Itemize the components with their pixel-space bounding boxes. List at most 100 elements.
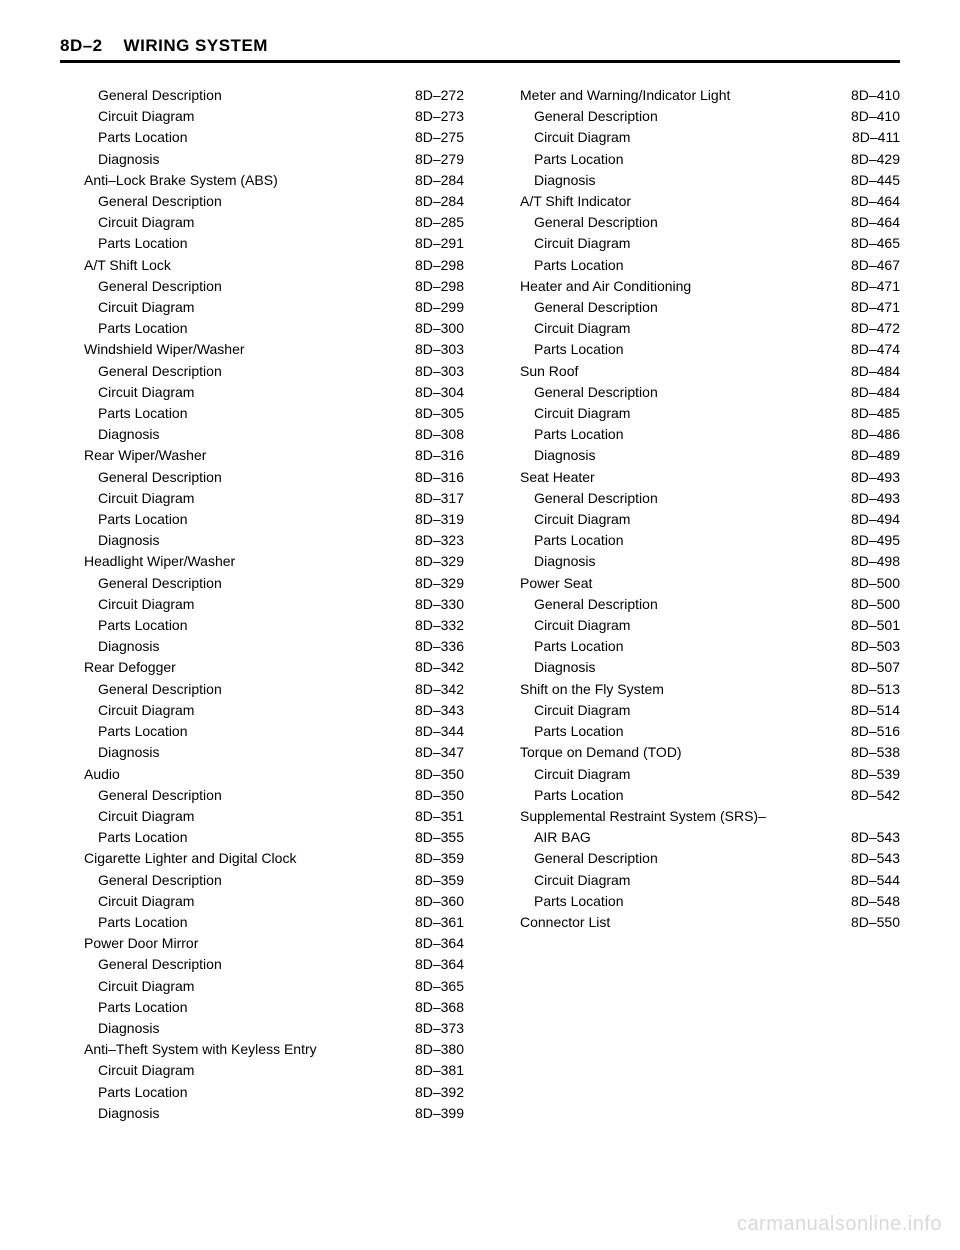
toc-page: 8D–399 xyxy=(400,1103,464,1124)
toc-label: Diagnosis xyxy=(98,636,159,657)
toc-label: Circuit Diagram xyxy=(98,594,194,615)
toc-label: Supplemental Restraint System (SRS)– xyxy=(520,806,766,827)
toc-label: Connector List xyxy=(520,912,610,933)
toc-row: Parts Location8D–361 xyxy=(60,912,464,933)
toc-row: General Description8D–272 xyxy=(60,85,464,106)
toc-page: 8D–336 xyxy=(400,636,464,657)
toc-label: Parts Location xyxy=(534,785,624,806)
toc-page: 8D–538 xyxy=(836,742,900,763)
toc-label: Parts Location xyxy=(98,127,188,148)
toc-page: 8D–355 xyxy=(400,827,464,848)
toc-row: Parts Location8D–486 xyxy=(496,424,900,445)
toc-page: 8D–364 xyxy=(400,954,464,975)
toc-page: 8D–471 xyxy=(836,276,900,297)
toc-label: Diagnosis xyxy=(98,530,159,551)
toc-row: Circuit Diagram 8D–465 xyxy=(496,233,900,254)
toc-label: Power Door Mirror xyxy=(84,933,198,954)
toc-page: 8D–542 xyxy=(836,785,900,806)
toc-page: 8D–514 xyxy=(836,700,900,721)
toc-label: General Description xyxy=(98,785,222,806)
toc-label: Circuit Diagram xyxy=(534,870,630,891)
toc-page: 8D–298 xyxy=(400,276,464,297)
toc-row: Circuit Diagram8D–304 xyxy=(60,382,464,403)
toc-page: 8D–273 xyxy=(400,106,464,127)
toc-page: 8D–392 xyxy=(400,1082,464,1103)
toc-label: Circuit Diagram xyxy=(534,233,630,254)
toc-row: Parts Location8D–495 xyxy=(496,530,900,551)
toc-page: 8D–474 xyxy=(836,339,900,360)
toc-row: General Description8D–410 xyxy=(496,106,900,127)
toc-row: General Description8D–342 xyxy=(60,679,464,700)
toc-row: Diagnosis8D–373 xyxy=(60,1018,464,1039)
toc-page: 8D–305 xyxy=(400,403,464,424)
toc-label: Parts Location xyxy=(98,403,188,424)
toc-label: Parts Location xyxy=(98,997,188,1018)
toc-page: 8D–543 xyxy=(836,848,900,869)
toc-row: Seat Heater8D–493 xyxy=(496,467,900,488)
toc-row: Heater and Air Conditioning 8D–471 xyxy=(496,276,900,297)
toc-label: General Description xyxy=(98,573,222,594)
toc-label: Torque on Demand (TOD) xyxy=(520,742,682,763)
toc-label: Rear Wiper/Washer xyxy=(84,445,206,466)
toc-page: 8D–291 xyxy=(400,233,464,254)
toc-label: General Description xyxy=(98,276,222,297)
toc-row: Parts Location8D–291 xyxy=(60,233,464,254)
toc-row: Circuit Diagram8D–544 xyxy=(496,870,900,891)
toc-label: General Description xyxy=(534,488,658,509)
toc-row: Circuit Diagram8D–360 xyxy=(60,891,464,912)
toc-page: 8D–513 xyxy=(836,679,900,700)
toc-page: 8D–359 xyxy=(400,870,464,891)
toc-label: Parts Location xyxy=(534,339,624,360)
toc-page: 8D–329 xyxy=(400,573,464,594)
toc-label: A/T Shift Lock xyxy=(84,255,171,276)
header-rule xyxy=(60,60,900,63)
toc-page: 8D–303 xyxy=(400,361,464,382)
toc-label: Parts Location xyxy=(98,318,188,339)
toc-label: Diagnosis xyxy=(534,657,595,678)
toc-row: Parts Location8D–467 xyxy=(496,255,900,276)
toc-label: Parts Location xyxy=(534,636,624,657)
toc-label: Circuit Diagram xyxy=(534,127,630,148)
toc-label: Parts Location xyxy=(534,424,624,445)
toc-page: 8D–285 xyxy=(400,212,464,233)
toc-page: 8D–485 xyxy=(836,403,900,424)
toc-label: General Description xyxy=(98,361,222,382)
toc-row: General Description8D–316 xyxy=(60,467,464,488)
toc-page: 8D–308 xyxy=(400,424,464,445)
toc-label: General Description xyxy=(534,594,658,615)
toc-page: 8D–548 xyxy=(836,891,900,912)
toc-label: Circuit Diagram xyxy=(98,297,194,318)
toc-row: Circuit Diagram8D–285 xyxy=(60,212,464,233)
toc-label: General Description xyxy=(534,382,658,403)
toc-row: Diagnosis 8D–336 xyxy=(60,636,464,657)
toc-row: Rear Wiper/Washer8D–316 xyxy=(60,445,464,466)
toc-page: 8D–489 xyxy=(836,445,900,466)
toc-page: 8D–381 xyxy=(400,1060,464,1081)
toc-page: 8D–465 xyxy=(836,233,900,254)
toc-row: Anti–Lock Brake System (ABS)8D–284 xyxy=(60,170,464,191)
toc-page: 8D–500 xyxy=(836,573,900,594)
toc-row: Parts Location8D–368 xyxy=(60,997,464,1018)
toc-page: 8D–493 xyxy=(836,467,900,488)
toc-label: Heater and Air Conditioning xyxy=(520,276,691,297)
toc-label: Parts Location xyxy=(98,509,188,530)
toc-label: Diagnosis xyxy=(98,742,159,763)
toc-page: 8D–275 xyxy=(400,127,464,148)
toc-page: 8D–317 xyxy=(400,488,464,509)
toc-page: 8D–500 xyxy=(836,594,900,615)
toc-page: 8D–464 xyxy=(836,191,900,212)
toc-page: 8D–364 xyxy=(400,933,464,954)
toc-page: 8D–272 xyxy=(400,85,464,106)
toc-row: Diagnosis8D–279 xyxy=(60,149,464,170)
toc-label: General Description xyxy=(98,191,222,212)
toc-row: Parts Location8D–429 xyxy=(496,149,900,170)
toc-row: General Description8D–484 xyxy=(496,382,900,403)
toc-label: Diagnosis xyxy=(98,149,159,170)
toc-row: Circuit Diagram8D–381 xyxy=(60,1060,464,1081)
toc-page: 8D–472 xyxy=(836,318,900,339)
page-header: 8D–2 WIRING SYSTEM xyxy=(60,36,900,60)
toc-label: Parts Location xyxy=(534,721,624,742)
toc-row: Circuit Diagram8D–330 xyxy=(60,594,464,615)
toc-row: Circuit Diagram8D–472 xyxy=(496,318,900,339)
toc-page: 8D–365 xyxy=(400,976,464,997)
